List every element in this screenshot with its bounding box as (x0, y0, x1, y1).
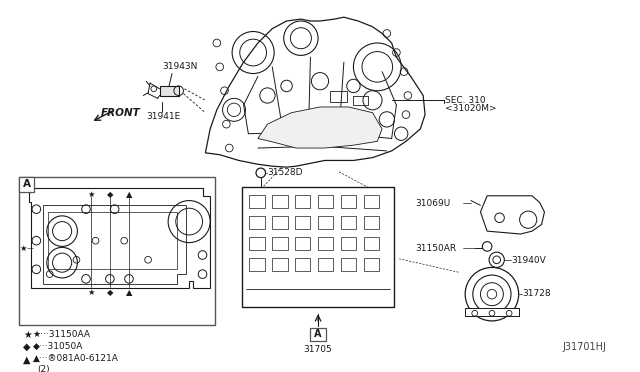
Text: 31528D: 31528D (268, 168, 303, 177)
Bar (250, 258, 264, 271)
Polygon shape (29, 188, 210, 288)
Bar (272, 237, 287, 250)
Text: ★: ★ (87, 288, 95, 298)
Bar (364, 195, 380, 208)
Bar (242, 187, 394, 307)
Bar (341, 195, 356, 208)
Bar (250, 216, 264, 229)
Bar (295, 195, 310, 208)
Text: ◆: ◆ (107, 190, 113, 199)
Text: ★: ★ (23, 330, 32, 340)
Text: 31150AR: 31150AR (415, 244, 456, 253)
Bar (465, 308, 518, 316)
Bar (364, 216, 380, 229)
Text: (2): (2) (37, 365, 50, 372)
Circle shape (465, 267, 518, 321)
Text: <31020M>: <31020M> (445, 104, 497, 113)
Text: A: A (314, 328, 322, 339)
Text: ★: ★ (87, 190, 95, 199)
Bar (318, 237, 333, 250)
Bar (310, 328, 326, 341)
Bar (19, 177, 35, 192)
Bar (48, 212, 177, 269)
Text: A: A (23, 179, 31, 189)
Bar (272, 195, 287, 208)
Text: ★···31150AA: ★···31150AA (33, 330, 90, 339)
Bar (250, 195, 264, 208)
Text: ▲: ▲ (125, 288, 132, 298)
Bar (19, 177, 215, 325)
Text: ◆···31050A: ◆···31050A (33, 342, 83, 351)
Text: ▲: ▲ (125, 190, 132, 199)
Text: SEC. 310: SEC. 310 (445, 96, 486, 105)
Text: FRONT: FRONT (100, 108, 140, 118)
Bar (341, 237, 356, 250)
Text: ◆: ◆ (23, 342, 31, 352)
Bar (295, 216, 310, 229)
Text: ★: ★ (19, 244, 27, 253)
Bar (318, 258, 333, 271)
Bar (330, 91, 347, 102)
Text: ▲: ▲ (23, 355, 31, 364)
Text: J31701HJ: J31701HJ (563, 342, 607, 352)
Bar (250, 237, 264, 250)
Text: 31705: 31705 (304, 345, 332, 354)
Bar (272, 258, 287, 271)
Text: 31940V: 31940V (511, 256, 546, 265)
Bar (341, 258, 356, 271)
Text: ▲···®081A0-6121A: ▲···®081A0-6121A (33, 355, 118, 363)
Text: 31943N: 31943N (163, 62, 198, 71)
Bar (272, 216, 287, 229)
Bar (364, 258, 380, 271)
Bar (318, 216, 333, 229)
Text: 31941E: 31941E (146, 112, 180, 121)
Text: ◆: ◆ (107, 288, 113, 298)
Bar (159, 86, 179, 96)
Text: 31069U: 31069U (415, 199, 451, 208)
Bar (353, 96, 368, 105)
Bar (364, 237, 380, 250)
Polygon shape (205, 17, 425, 167)
Polygon shape (481, 196, 545, 234)
Bar (318, 195, 333, 208)
Text: 31728: 31728 (522, 289, 551, 298)
Bar (341, 216, 356, 229)
Polygon shape (258, 107, 382, 148)
Bar (295, 237, 310, 250)
Bar (295, 258, 310, 271)
